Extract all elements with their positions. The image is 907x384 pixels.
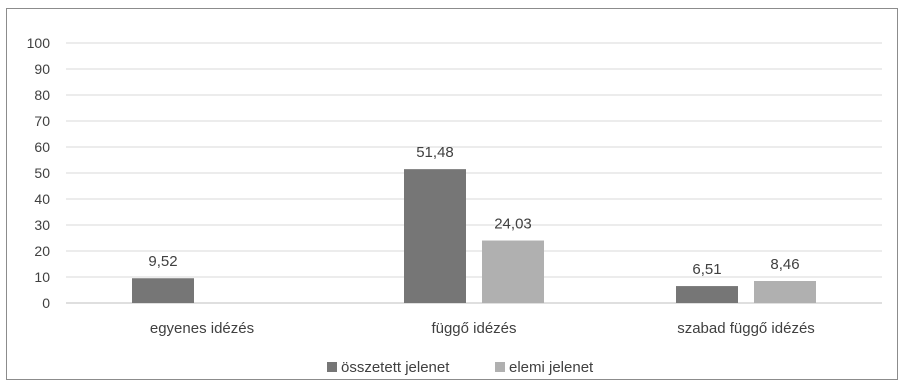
category-labels: egyenes idézés függő idézés szabad függő i… [150,320,815,337]
y-tick-label: 20 [34,243,50,259]
legend-label: összetett jelenet [341,359,450,376]
data-label: 8,46 [770,256,799,273]
legend: összetett jelenet elemi jelenet [327,359,594,376]
legend-swatch [495,362,505,372]
y-axis-ticks: 0 10 20 30 40 50 60 70 80 90 100 [27,35,51,311]
y-tick-label: 100 [27,35,51,51]
y-tick-label: 10 [34,269,50,285]
bar [676,286,738,303]
y-tick-label: 90 [34,61,50,77]
bar [482,240,544,303]
category-label: függő idézés [431,320,516,337]
legend-label: elemi jelenet [509,359,594,376]
y-tick-label: 60 [34,139,50,155]
y-tick-label: 80 [34,87,50,103]
bar [132,278,194,303]
legend-swatch [327,362,337,372]
data-label: 24,03 [494,216,532,233]
y-tick-label: 50 [34,165,50,181]
category-label: egyenes idézés [150,320,254,337]
y-tick-label: 0 [42,295,50,311]
category-label: szabad függő idézés [677,320,815,337]
data-labels: 9,52 51,48 24,03 6,51 8,46 [148,144,799,278]
y-tick-label: 70 [34,113,50,129]
bars [132,169,816,303]
gridlines [66,42,882,304]
data-label: 51,48 [416,144,454,161]
y-tick-label: 30 [34,217,50,233]
bar [404,169,466,303]
y-tick-label: 40 [34,191,50,207]
bar [754,281,816,303]
data-label: 9,52 [148,253,177,270]
data-label: 6,51 [692,261,721,278]
